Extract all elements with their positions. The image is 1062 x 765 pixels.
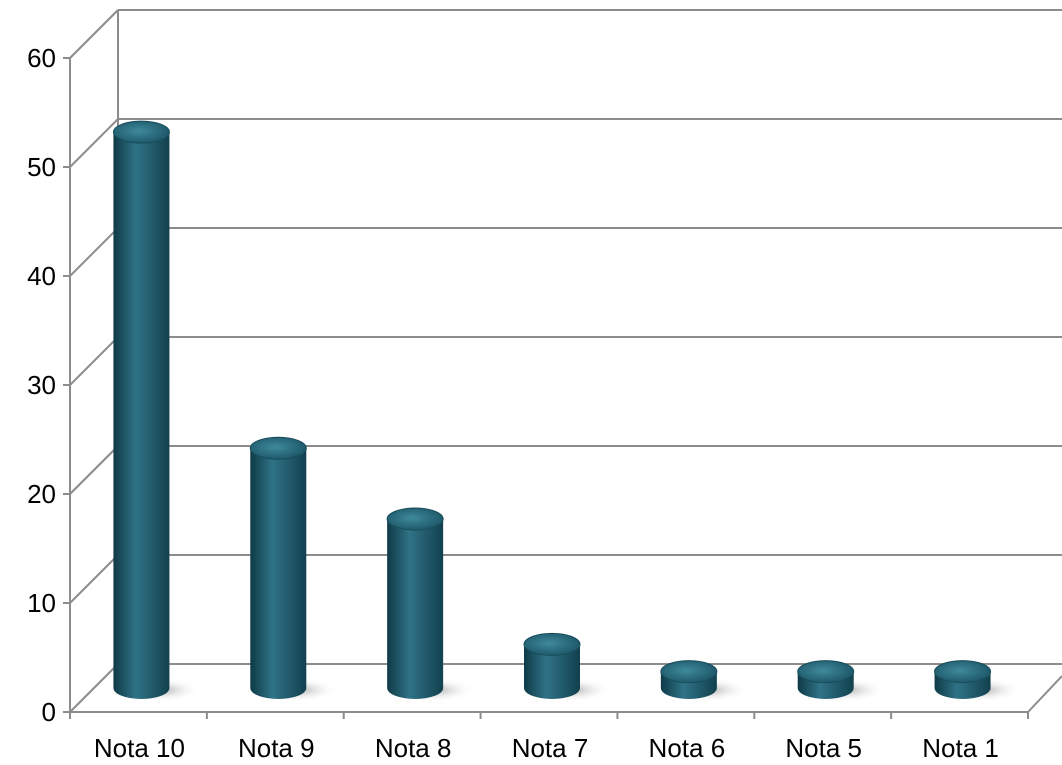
x-category-label: Nota 7	[512, 733, 589, 763]
gridline-depth	[69, 227, 119, 277]
bar-top	[523, 632, 581, 656]
bar	[250, 448, 307, 699]
bars	[112, 120, 1022, 702]
bar	[387, 519, 444, 699]
bar-top	[112, 120, 170, 144]
floor-side-edge	[1027, 675, 1062, 713]
gridline-depth	[69, 9, 119, 59]
x-category-label: Nota 1	[922, 733, 999, 763]
bar-top	[660, 660, 718, 684]
gridline-depth	[69, 118, 119, 168]
x-category-label: Nota 6	[649, 733, 726, 763]
x-category-label: Nota 10	[94, 733, 185, 763]
gridline-depth	[69, 445, 119, 495]
bar	[524, 644, 580, 699]
bar-top	[797, 660, 855, 684]
bar-top	[934, 660, 992, 684]
axes	[63, 10, 1062, 719]
y-tick-label: 30	[27, 370, 56, 400]
y-tick-label: 0	[42, 697, 56, 727]
bar-top	[249, 436, 307, 460]
gridline-depth	[69, 554, 119, 604]
bar-top	[386, 507, 444, 531]
y-tick-label: 50	[27, 152, 56, 182]
y-tick-label: 20	[27, 479, 56, 509]
gridline-depth	[69, 663, 119, 713]
labels: 0 10 20 30 40 50 60 Nota 10 Nota 9 Nota 8 Nota 7 No…	[27, 43, 999, 763]
y-tick-label: 60	[27, 43, 56, 73]
x-category-label: Nota 9	[238, 733, 315, 763]
gridline-depth	[69, 336, 119, 386]
x-category-label: Nota 5	[785, 733, 862, 763]
y-tick-label: 10	[27, 588, 56, 618]
bar	[113, 132, 170, 700]
x-category-label: Nota 8	[375, 733, 452, 763]
y-tick-label: 40	[27, 261, 56, 291]
gridlines	[69, 9, 1062, 713]
